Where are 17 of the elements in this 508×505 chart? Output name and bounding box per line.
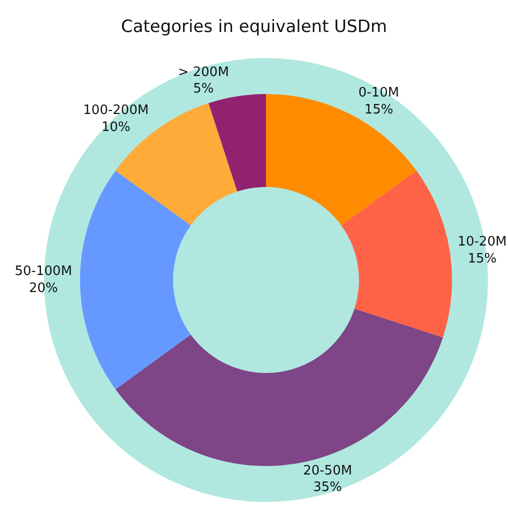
data-label: 15% — [468, 251, 497, 266]
data-label: 20% — [28, 280, 58, 296]
slice-label: 0-10M — [358, 86, 400, 101]
data-label: 5% — [193, 82, 214, 97]
data-label: 15% — [364, 102, 394, 118]
donut-slice — [341, 170, 452, 338]
data-label: 10% — [101, 120, 130, 136]
data-label: 35% — [313, 480, 342, 496]
chart-title: Categories in equivalent USDm — [120, 17, 388, 38]
slice-label: > 200M — [178, 64, 229, 80]
slice-label: 100-200M — [83, 103, 149, 118]
donut-slice — [208, 94, 266, 192]
donut-slice — [80, 170, 191, 390]
slice-label: 50-100M — [14, 264, 72, 280]
slice-label: 10-20M — [458, 234, 507, 250]
donut-slice — [116, 308, 443, 466]
slice-label: 20-50M — [303, 463, 352, 478]
